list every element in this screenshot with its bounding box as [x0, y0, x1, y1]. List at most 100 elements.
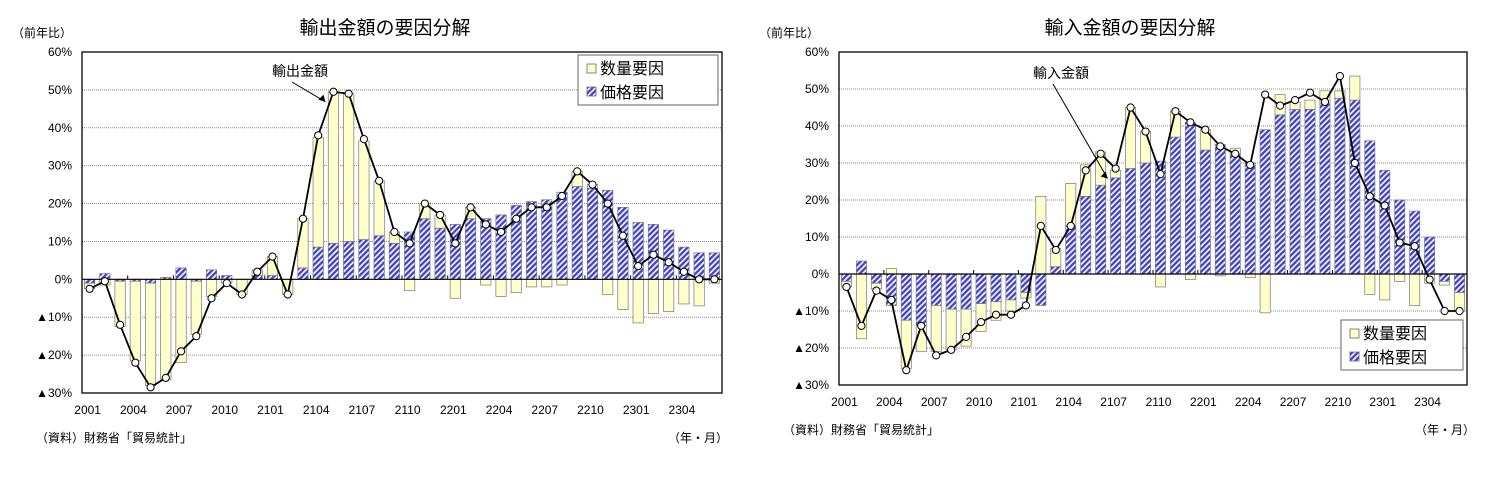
volume-factor-bar [975, 303, 987, 332]
x-tick-label: 2207 [1280, 395, 1307, 409]
price-factor-bar [945, 273, 957, 310]
price-factor-bar [1080, 195, 1092, 275]
legend-label-price: 価格要因 [1363, 348, 1427, 367]
total-amount-point [976, 318, 986, 327]
annotation-arrow [1052, 83, 1109, 179]
line-annotation-label: 輸入金額 [1033, 66, 1089, 82]
volume-factor-bar [343, 93, 355, 242]
plot-frame [838, 51, 1468, 386]
price-factor-bar [312, 246, 324, 280]
total-amount-point [1275, 101, 1285, 110]
y-tick-label: 60% [48, 45, 72, 59]
price-factor-bar [1244, 162, 1256, 275]
x-tick-label: 2004 [876, 395, 903, 409]
total-amount-point [1440, 306, 1449, 316]
x-tick-label: 2301 [623, 403, 650, 417]
total-amount-point [618, 231, 628, 240]
x-axis-unit-label: （年・月） [668, 431, 728, 445]
volume-factor-bar [1035, 195, 1047, 275]
x-tick-label: 2110 [395, 403, 421, 417]
total-amount-point [1395, 238, 1404, 247]
total-amount-point [664, 258, 673, 267]
legend-swatch-price [586, 86, 597, 97]
total-amount-point [222, 279, 231, 288]
volume-factor-bar [160, 278, 172, 381]
price-factor-bar [930, 273, 942, 306]
x-tick-label: 2001 [831, 395, 858, 409]
price-factor-bar [1050, 266, 1062, 275]
volume-factor-bar [297, 218, 309, 269]
x-tick-label: 2204 [486, 403, 513, 417]
price-factor-bar [1304, 108, 1316, 275]
y-tick-label: 0% [55, 272, 73, 286]
y-tick-label: 50% [48, 83, 72, 97]
total-amount-point [237, 290, 247, 299]
price-factor-bar [1184, 121, 1196, 275]
volume-factor-bar [1394, 273, 1406, 282]
volume-factor-bar [525, 278, 538, 288]
total-amount-point [344, 89, 353, 98]
price-factor-bar [900, 273, 912, 321]
volume-factor-bar [885, 268, 897, 275]
total-amount-point [634, 261, 643, 271]
total-amount-point [420, 199, 429, 208]
y-axis-unit-label: （前年比） [12, 25, 72, 40]
price-factor-bar [1349, 99, 1361, 275]
volume-factor-bar [678, 278, 690, 305]
total-amount-point [947, 345, 956, 354]
volume-factor-bar [1349, 75, 1361, 101]
line-annotation-label: 輸出金額 [272, 64, 328, 80]
price-factor-bar [571, 186, 583, 280]
y-tick-label: 30% [48, 159, 72, 173]
annotation-arrowhead [318, 94, 326, 102]
price-factor-bar [556, 191, 568, 280]
volume-factor-bar [556, 278, 568, 286]
import-chart-panel: 輸入金額の要因分解 （前年比） 60% 50% 40% 30% 20% 10% 0% ▲10% ▲2… [747, 0, 1494, 479]
total-amount-point [1350, 158, 1359, 168]
price-factor-bar [1035, 273, 1047, 306]
legend-box [577, 54, 719, 106]
total-amount-point [527, 203, 536, 212]
total-amount-point [405, 239, 414, 248]
volume-factor-bar [1259, 273, 1271, 314]
x-tick-label: 2210 [577, 403, 604, 417]
volume-factor-bar [1364, 273, 1376, 295]
price-factor-bar [632, 222, 644, 280]
total-amount-point [146, 383, 155, 392]
legend-swatch-price [1349, 351, 1360, 362]
total-amount-point [1261, 90, 1270, 99]
price-factor-bar [358, 239, 370, 280]
total-amount-point [1186, 118, 1195, 127]
price-factor-bar [1394, 199, 1406, 275]
total-amount-point [857, 321, 866, 330]
total-amount-point [161, 373, 170, 382]
price-factor-bar [1274, 114, 1286, 275]
total-amount-point [1126, 103, 1135, 112]
total-amount-point [1231, 149, 1240, 158]
total-amount-point [1111, 164, 1120, 173]
export-chart: 輸出金額の要因分解 （前年比） 60% 50% 40% 30% 20% 10% 0% ▲10% ▲2… [12, 17, 728, 445]
price-factor-bar [419, 218, 431, 280]
total-amount-point [176, 347, 186, 356]
total-amount-point [496, 227, 506, 237]
price-factor-bar [1439, 273, 1451, 282]
price-factor-bar [855, 260, 867, 275]
price-factor-bar [1454, 273, 1465, 293]
total-amount-point [573, 167, 582, 176]
legend-swatch-volume [586, 63, 597, 74]
chart-title: 輸出金額の要因分解 [299, 17, 470, 39]
total-amount-point [1006, 310, 1016, 319]
legend-label-volume: 数量要因 [600, 59, 664, 78]
volume-factor-bar [1140, 131, 1151, 164]
price-factor-bar [175, 267, 187, 280]
total-amount-point [1051, 245, 1060, 255]
x-tick-label: 2007 [166, 403, 193, 417]
y-tick-label: 40% [805, 119, 829, 133]
price-factor-bar [1140, 162, 1151, 275]
price-factor-bar [586, 188, 599, 280]
total-amount-point [298, 214, 308, 223]
total-amount-point [100, 277, 109, 286]
volume-factor-bar [145, 282, 157, 386]
